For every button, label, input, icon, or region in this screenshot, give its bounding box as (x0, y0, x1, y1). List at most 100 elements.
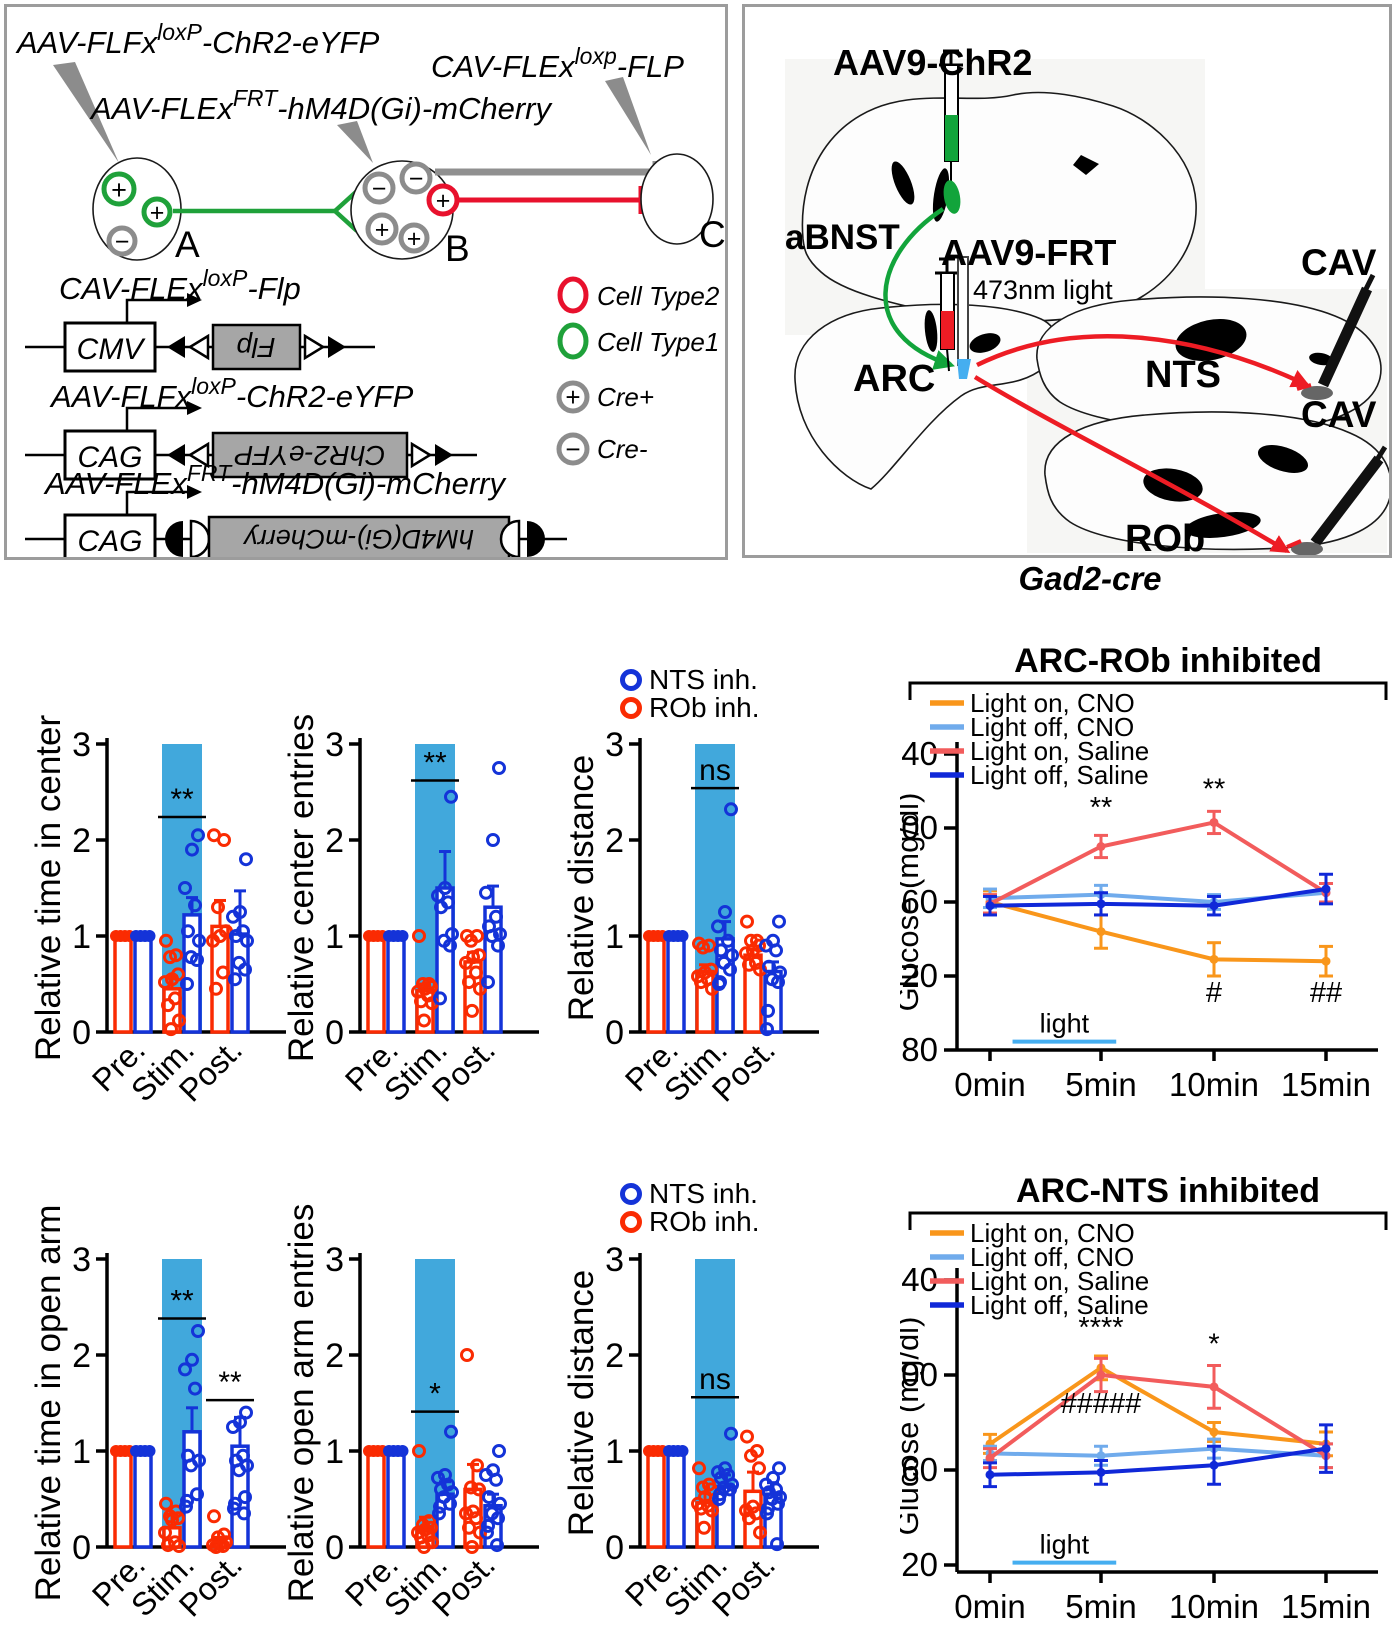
data-point (724, 1426, 738, 1441)
data-point (190, 953, 204, 967)
legend-label: Light off, Saline (970, 760, 1149, 790)
data-point (1096, 927, 1106, 937)
data-point (179, 1499, 193, 1514)
data-point (697, 1520, 711, 1535)
data-point (226, 909, 240, 924)
cre-minus-icon: − (372, 175, 387, 203)
data-point (985, 901, 995, 911)
legend-item-rob: ROb inh. (620, 692, 760, 723)
y-tick-label: 1 (72, 1433, 91, 1471)
data-point (464, 1480, 478, 1495)
chart-arc-nts-inhibited: ARC-NTS inhibited1201602002400min5min10m… (900, 1172, 1388, 1625)
chart-title: ARC-NTS inhibited (1016, 1172, 1320, 1210)
data-point (769, 943, 783, 958)
construct-3-label: AAV-FLExFRT-hM4D(Gi)-mCherry (43, 460, 507, 501)
data-point (190, 1487, 204, 1502)
label-nts: NTS (1145, 354, 1221, 396)
data-point (164, 1022, 178, 1037)
legend-label: NTS inh. (649, 664, 758, 695)
y-axis-title: Glucose (mg/dl) (900, 1317, 925, 1536)
data-point (742, 1511, 756, 1526)
y-tick-label: 3 (325, 1241, 344, 1279)
x-tick-label: 5min (1065, 1588, 1137, 1625)
data-point (985, 1470, 995, 1480)
data-point (188, 1381, 202, 1396)
data-point (1209, 901, 1219, 911)
data-point (237, 1506, 251, 1521)
callout-triangles (53, 62, 651, 163)
data-point (676, 1445, 689, 1457)
sig-label: ** (170, 1285, 194, 1318)
viral-strategy-svg: AAV-FLFxloxP-ChR2-eYFP CAV-FLExloxp-FLP … (15, 19, 725, 557)
y-axis-title: Relative distance (562, 755, 601, 1022)
rob-dot-icon (620, 697, 642, 719)
bar (113, 1449, 133, 1549)
gene-box-label: hM4D(Gi)-mCherry (243, 524, 474, 554)
legend-label: ROb inh. (649, 1206, 760, 1237)
data-point (491, 1511, 505, 1526)
y-tick-label: 2 (325, 1337, 344, 1375)
sig-label: ns (699, 754, 731, 787)
data-point (1209, 817, 1219, 827)
data-point (469, 1511, 483, 1526)
data-point (412, 929, 426, 943)
y-tick-label: 2 (72, 1337, 91, 1375)
data-point (762, 1485, 776, 1500)
syringe-green (939, 49, 963, 189)
construct-row-3: AAV-FLExFRT-hM4D(Gi)-mCherry CAG hM4D(Gi… (25, 460, 567, 557)
construct-callout-2: CAV-FLExloxp-FLP (431, 43, 684, 84)
line-chart: ARC-ROb inhibited801201602002400min5min1… (900, 642, 1388, 1103)
data-point (1096, 899, 1106, 909)
construct-2-label: AAV-FLFxloxP-ChR2-eYFP (49, 373, 414, 414)
plus-glyph: + (565, 382, 580, 412)
scatter-legend-middle: NTS inh. ROb inh. (620, 664, 760, 723)
series-light-off-saline (983, 872, 1333, 917)
brain-schematic-svg: AAV9-ChR2 aBNST AAV9-FRT 473nm light ARC… (785, 42, 1389, 555)
data-point (712, 977, 726, 991)
cell-a-label: A (175, 224, 200, 265)
data-point (396, 930, 409, 942)
y-tick-label: 160 (900, 1451, 938, 1488)
x-tick-label: 10min (1169, 1066, 1259, 1103)
data-point (746, 943, 760, 958)
promoter-box-label: CMV (77, 333, 147, 366)
data-point (184, 1458, 198, 1473)
cre-minus-icon: − (409, 165, 424, 193)
construct-row-2: AAV-FLFxloxP-ChR2-eYFP CAG ChR2-eYFP (25, 373, 477, 481)
cre-minus-icon: − (115, 228, 130, 256)
data-point (752, 1461, 766, 1476)
data-point (481, 975, 495, 990)
data-point (492, 1444, 506, 1458)
data-point (459, 955, 473, 970)
y-tick-label: 1 (605, 918, 624, 956)
sig-label: ** (423, 746, 447, 779)
data-point (465, 1003, 479, 1018)
data-point (479, 885, 493, 900)
data-point (489, 1472, 503, 1487)
data-point (714, 943, 728, 958)
bar (386, 1449, 406, 1549)
celltype-legend: Cell Type2 Cell Type1 + Cre+ − Cre- (556, 276, 720, 466)
data-point (412, 1444, 426, 1458)
legend-label: Light off, CNO (970, 712, 1134, 742)
data-point (462, 975, 476, 990)
y-tick-label: 3 (325, 726, 344, 764)
legend-item-nts: NTS inh. (620, 1178, 760, 1209)
sig-label: * (429, 1378, 441, 1411)
y-tick-label: 0 (605, 1014, 624, 1052)
sig-label: ** (170, 783, 194, 816)
data-point (490, 1538, 504, 1553)
data-point (473, 981, 487, 996)
sig-label: ##### (1061, 1388, 1142, 1420)
bar (646, 934, 666, 1034)
y-tick-label: 1 (605, 1433, 624, 1471)
y-tick-label: 2 (325, 822, 344, 860)
y-tick-label: 1 (325, 918, 344, 956)
